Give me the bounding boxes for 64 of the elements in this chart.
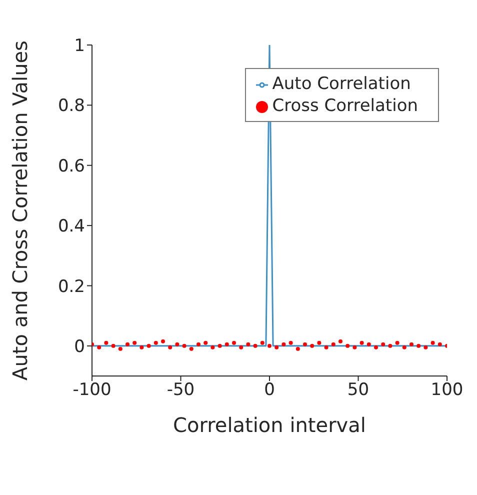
point — [416, 344, 421, 348]
point — [352, 345, 357, 350]
x-axis-title: Correlation interval — [173, 413, 366, 437]
y-tick-label: 0.8 — [58, 96, 85, 116]
point — [111, 344, 116, 348]
point — [218, 344, 222, 348]
y-tick-label: 0.6 — [58, 156, 85, 176]
point — [182, 344, 186, 348]
point — [388, 344, 392, 348]
point — [424, 345, 428, 350]
point — [381, 342, 386, 346]
point — [282, 342, 286, 346]
point — [303, 342, 307, 346]
point — [430, 340, 435, 345]
point — [189, 346, 194, 351]
point — [260, 340, 264, 345]
point — [366, 342, 371, 346]
legend-label: Auto Correlation — [272, 74, 411, 94]
point — [161, 339, 165, 344]
point — [324, 345, 328, 350]
x-tick-label: -100 — [72, 380, 112, 400]
point — [239, 345, 244, 350]
point — [410, 342, 414, 346]
point — [154, 340, 158, 345]
point — [196, 342, 200, 346]
point — [288, 340, 293, 345]
point — [274, 345, 279, 350]
point — [402, 345, 406, 350]
y-tick-label: 1 — [74, 36, 85, 56]
point — [132, 340, 137, 345]
point — [232, 340, 236, 345]
point — [97, 345, 102, 350]
point — [210, 345, 215, 350]
y-tick-label: 0.4 — [58, 216, 85, 237]
y-tick-label: 0 — [74, 336, 85, 357]
y-axis-title: Auto and Cross Correlation Values — [8, 40, 32, 380]
point — [268, 344, 272, 348]
point — [118, 346, 122, 351]
point — [374, 345, 378, 350]
point — [224, 342, 229, 346]
point — [395, 340, 400, 345]
point — [331, 342, 336, 346]
point — [317, 340, 322, 345]
point — [146, 344, 151, 348]
point — [204, 340, 208, 345]
point — [346, 344, 350, 348]
point — [360, 340, 364, 345]
point — [126, 342, 130, 346]
point — [253, 344, 258, 348]
x-tick-label: -50 — [166, 380, 195, 400]
x-tick-label: 50 — [347, 380, 370, 400]
x-tick-label: 100 — [430, 380, 464, 400]
point — [438, 342, 442, 346]
point — [104, 340, 108, 345]
x-tick-label: 0 — [264, 380, 275, 400]
point — [246, 342, 250, 346]
point — [338, 339, 342, 344]
point — [168, 345, 172, 350]
legend-label: Cross Correlation — [272, 96, 418, 116]
y-tick-label: 0.2 — [58, 276, 85, 297]
point — [140, 345, 144, 350]
point — [175, 342, 180, 346]
point — [310, 344, 314, 348]
point — [296, 346, 300, 351]
